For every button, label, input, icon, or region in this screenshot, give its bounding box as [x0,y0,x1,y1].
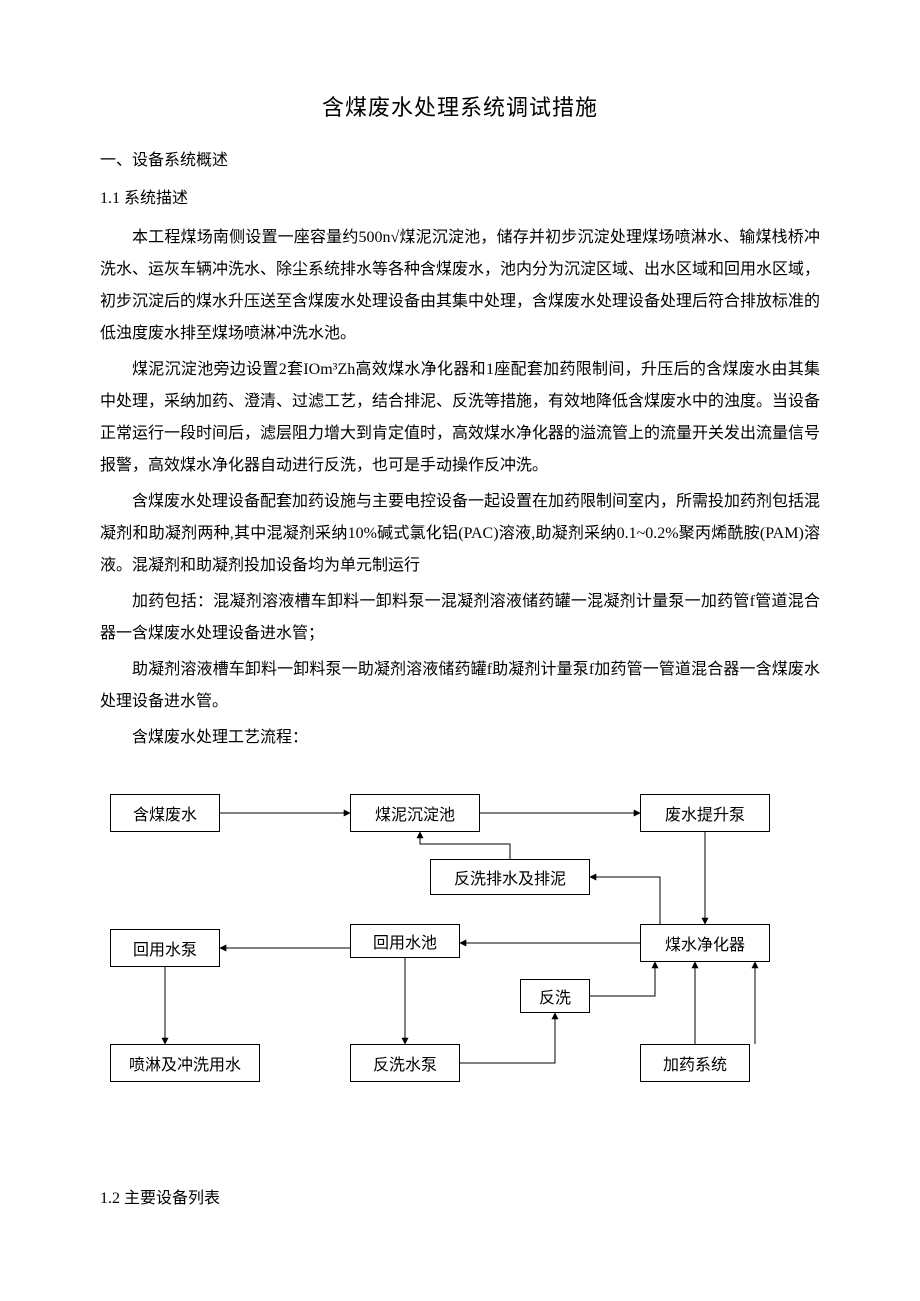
edge [590,877,660,924]
document-page: 含煤废水处理系统调试措施 一、设备系统概述 1.1 系统描述 本工程煤场南侧设置… [0,0,920,1301]
flow-node-coal-wastewater: 含煤废水 [110,794,220,832]
flow-node-backwash-drain: 反洗排水及排泥 [430,859,590,895]
paragraph-2: 煤泥沉淀池旁边设置2套IOm³Zh高效煤水净化器和1座配套加药限制间，升压后的含… [100,354,820,482]
edge [460,1013,555,1063]
flow-node-reuse-pool: 回用水池 [350,924,460,958]
paragraph-3: 含煤废水处理设备配套加药设施与主要电控设备一起设置在加药限制间室内，所需投加药剂… [100,486,820,582]
flow-node-dosing-system: 加药系统 [640,1044,750,1082]
paragraph-1: 本工程煤场南侧设置一座容量约500n√煤泥沉淀池，储存并初步沉淀处理煤场喷淋水、… [100,222,820,350]
flow-node-sediment-pond: 煤泥沉淀池 [350,794,480,832]
flowchart: 含煤废水 煤泥沉淀池 废水提升泵 反洗排水及排泥 回用水泵 回用水池 煤水净化器… [100,784,820,1144]
edge [420,832,510,859]
edge [590,962,655,996]
flow-node-purifier: 煤水净化器 [640,924,770,962]
paragraph-4: 加药包括：混凝剂溶液槽车卸料一卸料泵一混凝剂溶液储药罐一混凝剂计量泵一加药管f管… [100,586,820,650]
page-title: 含煤废水处理系统调试措施 [100,90,820,122]
section-heading-1: 一、设备系统概述 [100,146,820,170]
flow-node-backwash: 反洗 [520,979,590,1013]
flow-node-lift-pump: 废水提升泵 [640,794,770,832]
section-heading-1-1: 1.1 系统描述 [100,184,820,208]
section-heading-1-2: 1.2 主要设备列表 [100,1184,820,1208]
flow-node-reuse-pump: 回用水泵 [110,929,220,967]
flow-node-spray-rinse: 喷淋及冲洗用水 [110,1044,260,1082]
flow-node-backwash-pump: 反洗水泵 [350,1044,460,1082]
paragraph-5: 助凝剂溶液槽车卸料一卸料泵一助凝剂溶液储药罐f助凝剂计量泵f加药管一管道混合器一… [100,654,820,718]
paragraph-6: 含煤废水处理工艺流程： [100,722,820,754]
